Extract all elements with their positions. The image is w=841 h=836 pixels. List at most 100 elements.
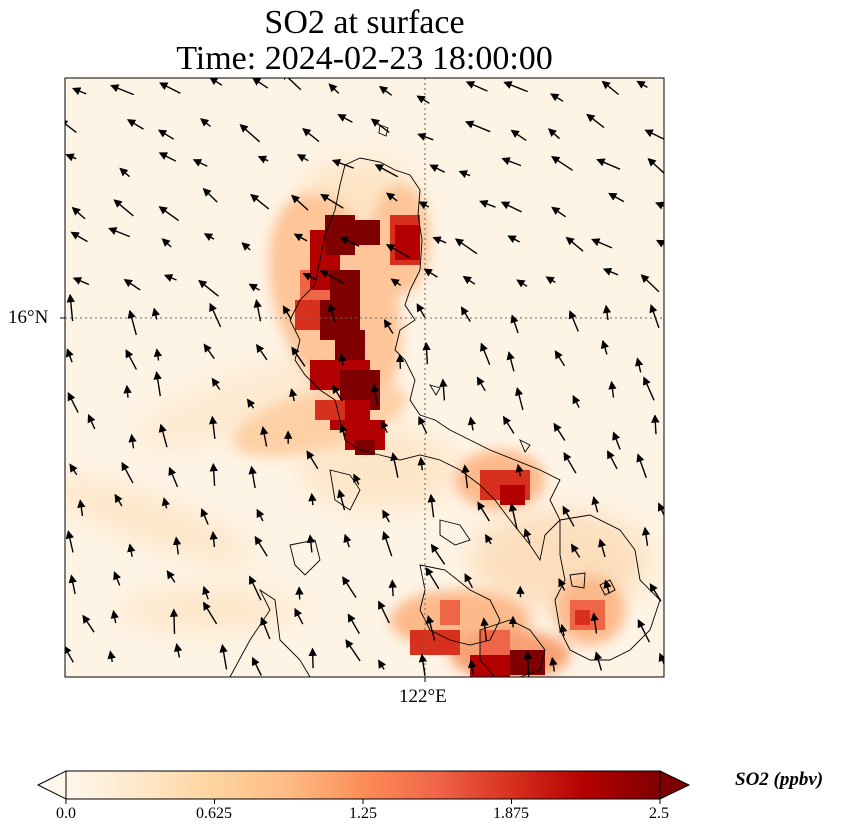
colorbar-tick-label: 1.25 xyxy=(349,805,377,822)
wind-arrow xyxy=(655,201,664,210)
wind-arrow xyxy=(65,119,77,133)
wind-arrow xyxy=(418,653,428,677)
wind-arrow xyxy=(343,533,352,548)
wind-arrow xyxy=(439,378,448,401)
wind-arrow xyxy=(293,233,308,242)
wind-arrow xyxy=(260,426,269,447)
wind-arrow xyxy=(515,463,524,477)
colorbar-tick-label: 0.625 xyxy=(196,805,232,822)
wind-vectors xyxy=(65,78,664,677)
wind-arrow xyxy=(110,609,119,624)
wind-arrow xyxy=(423,268,438,278)
wind-arrow xyxy=(425,567,440,590)
wind-arrow xyxy=(254,535,268,557)
wind-arrow xyxy=(476,376,486,392)
wind-arrow xyxy=(418,201,430,210)
colorbar-title: SO2 (ppbv) xyxy=(735,769,824,790)
wind-arrow xyxy=(250,193,270,210)
wind-arrow xyxy=(547,128,560,140)
wind-arrow xyxy=(465,120,491,133)
wind-arrow xyxy=(417,132,434,141)
wind-arrow xyxy=(608,192,625,203)
wind-arrow xyxy=(636,453,647,478)
wind-arrow xyxy=(209,531,218,548)
wind-arrow xyxy=(345,639,361,662)
wind-arrow xyxy=(302,128,320,143)
wind-arrow xyxy=(390,452,399,478)
wind-arrow xyxy=(608,380,617,398)
wind-arrow xyxy=(657,502,664,516)
wind-arrow xyxy=(550,93,564,102)
wind-arrow xyxy=(68,574,77,595)
wind-arrow xyxy=(416,95,430,104)
wind-arrow xyxy=(480,617,489,641)
wind-arrow xyxy=(637,619,651,643)
wind-arrow xyxy=(508,502,518,530)
wind-arrow xyxy=(383,319,394,334)
wind-arrow xyxy=(516,279,528,288)
wind-arrow xyxy=(643,376,655,401)
wind-arrow xyxy=(172,536,182,555)
wind-arrow xyxy=(385,192,398,202)
wind-arrow xyxy=(65,348,74,363)
wind-arrow xyxy=(551,156,573,171)
wind-arrow xyxy=(200,118,212,128)
wind-arrow xyxy=(590,612,599,634)
wind-arrow xyxy=(126,119,144,130)
wind-arrow xyxy=(192,159,208,167)
wind-arrow xyxy=(635,357,644,373)
wind-arrow xyxy=(430,543,446,565)
wind-arrow xyxy=(158,423,168,448)
wind-arrow xyxy=(641,526,651,546)
wind-arrow xyxy=(551,206,567,218)
wind-arrow xyxy=(416,303,426,318)
wind-arrow xyxy=(353,473,361,485)
wind-arrow xyxy=(282,305,292,320)
colorbar-tick-label: 2.5 xyxy=(649,805,669,822)
wind-arrow xyxy=(308,647,317,669)
wind-arrow xyxy=(378,600,390,624)
wind-arrow xyxy=(121,461,134,484)
wind-arrow xyxy=(429,164,446,173)
wind-arrow xyxy=(432,236,447,245)
wind-arrow xyxy=(161,238,172,248)
wind-arrow xyxy=(327,302,336,323)
wind-arrow xyxy=(607,450,618,470)
wind-arrow xyxy=(596,158,621,170)
wind-arrow xyxy=(390,278,402,287)
wind-arrow xyxy=(382,509,391,523)
wind-arrow xyxy=(108,227,131,238)
wind-arrow xyxy=(342,576,357,598)
wind-arrow xyxy=(500,201,522,213)
wind-arrow xyxy=(586,113,605,129)
wind-arrow xyxy=(71,206,86,220)
wind-arrow xyxy=(465,81,488,92)
wind-arrow xyxy=(209,302,222,328)
wind-arrow xyxy=(422,341,431,365)
wind-arrow xyxy=(649,583,662,602)
wind-arrow xyxy=(200,508,209,525)
map-time-subtitle: Time: 2024-02-23 18:00:00 xyxy=(176,40,553,77)
wind-arrow xyxy=(501,157,522,167)
wind-arrow xyxy=(558,578,566,591)
wind-arrow xyxy=(655,239,664,248)
wind-arrow xyxy=(612,431,621,450)
wind-arrow xyxy=(523,528,532,544)
wind-arrow xyxy=(296,154,309,162)
wind-arrow xyxy=(153,348,163,361)
wind-arrow xyxy=(507,235,521,244)
wind-arrow xyxy=(107,650,116,663)
wind-arrow xyxy=(87,413,96,430)
wind-arrow xyxy=(347,613,361,635)
wind-arrow xyxy=(123,279,141,291)
wind-arrow xyxy=(374,164,399,178)
wind-arrow xyxy=(602,304,612,321)
wind-arrow xyxy=(260,616,271,640)
wind-arrow xyxy=(69,463,78,476)
wind-arrow xyxy=(644,129,664,140)
wind-arrow xyxy=(380,420,389,434)
wind-arrow xyxy=(563,451,577,474)
wind-arrow xyxy=(594,651,603,671)
wind-arrow xyxy=(395,353,405,369)
wind-arrow xyxy=(306,450,319,470)
